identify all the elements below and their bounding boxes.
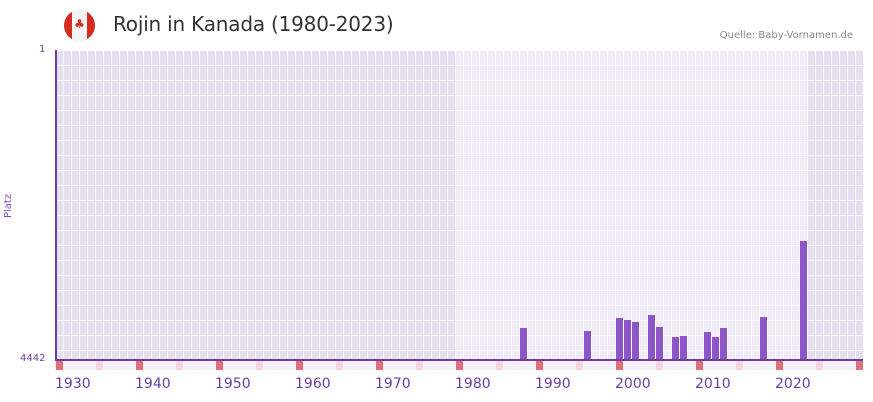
grid — [55, 50, 863, 360]
decade-marker — [856, 361, 863, 370]
half-decade-marker — [656, 361, 663, 370]
decade-marker — [216, 361, 223, 370]
half-decade-marker — [256, 361, 263, 370]
canada-flag-icon: ♣ — [64, 10, 95, 41]
x-tick-1930: 1930 — [55, 376, 91, 392]
y-tick-bottom: 4442 — [20, 353, 46, 364]
bar-2008[interactable] — [680, 336, 687, 360]
bar-2018[interactable] — [760, 317, 767, 360]
half-decade-marker — [416, 361, 423, 370]
bar-2001[interactable] — [624, 320, 631, 360]
x-tick-1980: 1980 — [455, 376, 491, 392]
x-tick-2020: 2020 — [775, 376, 811, 392]
half-decade-marker — [736, 361, 743, 370]
half-decade-marker — [816, 361, 823, 370]
bar-1988[interactable] — [520, 328, 527, 360]
half-decade-marker — [496, 361, 503, 370]
bar-2002[interactable] — [632, 322, 639, 360]
half-decade-marker — [576, 361, 583, 370]
bar-2000[interactable] — [616, 318, 623, 360]
x-tick-1940: 1940 — [135, 376, 171, 392]
bar-2012[interactable] — [712, 337, 719, 360]
x-tick-2010: 2010 — [695, 376, 731, 392]
decade-marker — [296, 361, 303, 370]
decade-marker — [696, 361, 703, 370]
x-axis — [55, 359, 863, 361]
decade-marker — [56, 361, 63, 370]
half-decade-marker — [96, 361, 103, 370]
plot-area — [55, 50, 863, 360]
y-axis — [55, 50, 57, 361]
decade-marker — [776, 361, 783, 370]
decade-marker — [616, 361, 623, 370]
bar-2004[interactable] — [648, 315, 655, 360]
bar-2005[interactable] — [656, 327, 663, 360]
bar-1996[interactable] — [584, 331, 591, 360]
x-tick-1970: 1970 — [375, 376, 411, 392]
x-tick-1960: 1960 — [295, 376, 331, 392]
x-tick-1950: 1950 — [215, 376, 251, 392]
decade-marker — [136, 361, 143, 370]
decade-marker — [536, 361, 543, 370]
bar-2011[interactable] — [704, 332, 711, 360]
chart-title: Rojin in Kanada (1980-2023) — [113, 12, 394, 36]
source-label: Quelle: Baby-Vornamen.de — [719, 30, 853, 41]
half-decade-marker — [336, 361, 343, 370]
y-tick-top: 1 — [39, 44, 46, 55]
decade-marker — [456, 361, 463, 370]
half-decade-marker — [176, 361, 183, 370]
bar-2013[interactable] — [720, 328, 727, 360]
bar-2023[interactable] — [800, 240, 807, 360]
x-tick-1990: 1990 — [535, 376, 571, 392]
x-tick-2000: 2000 — [615, 376, 651, 392]
y-axis-title: Platz — [3, 193, 14, 218]
bar-2007[interactable] — [672, 337, 679, 360]
decade-marker — [376, 361, 383, 370]
